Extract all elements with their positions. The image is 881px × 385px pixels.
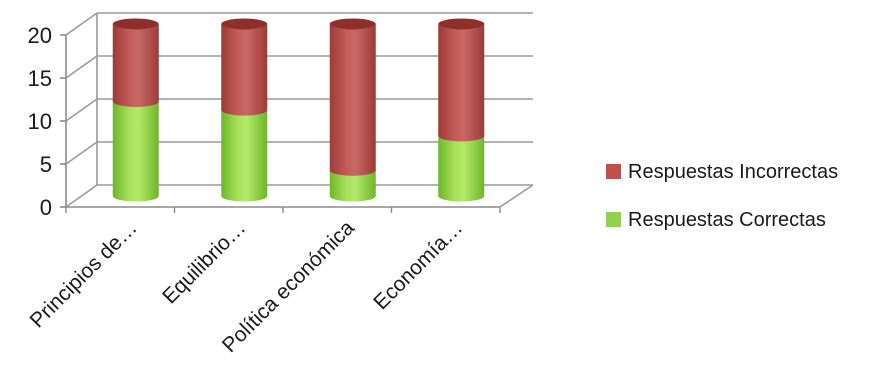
bar-top-incorrectas <box>221 18 268 30</box>
y-tick-label: 20 <box>28 23 52 48</box>
legend-label: Respuestas Correctas <box>628 209 826 231</box>
gridline-side <box>65 55 98 79</box>
bar-incorrectas <box>112 24 159 107</box>
y-tick-label: 5 <box>40 152 52 177</box>
bar-top-incorrectas <box>112 18 159 30</box>
floor-edge <box>499 184 534 208</box>
legend-swatch <box>606 212 621 227</box>
y-tick-label: 10 <box>28 109 52 134</box>
y-tick-label: 15 <box>28 66 52 91</box>
legend-label: Respuestas Incorrectas <box>628 161 838 183</box>
gridline-side <box>65 12 98 36</box>
bar-incorrectas <box>438 24 485 142</box>
x-tick-label: Equilibrio… <box>158 216 250 308</box>
bar-correctas <box>112 101 159 202</box>
bar-incorrectas <box>221 24 268 116</box>
gridline-side <box>65 184 98 208</box>
bar-layer <box>112 18 485 202</box>
grid-layer <box>65 12 534 208</box>
legend-swatch <box>606 164 621 179</box>
bar-top-incorrectas <box>438 18 485 30</box>
y-tick-label: 0 <box>40 195 52 220</box>
bar-correctas <box>329 170 376 202</box>
bar-correctas <box>438 135 485 202</box>
x-tick-label: Economía… <box>369 216 467 314</box>
bar-top-incorrectas <box>329 18 376 30</box>
bar-incorrectas <box>329 24 376 176</box>
gridline-side <box>65 98 98 122</box>
bar-correctas <box>221 110 268 202</box>
axis-layer <box>60 34 501 213</box>
x-tick-label: Principios de… <box>26 216 142 332</box>
legend: Respuestas Incorrectas Respuestas Correct… <box>606 161 838 231</box>
gridline-side <box>65 141 98 165</box>
